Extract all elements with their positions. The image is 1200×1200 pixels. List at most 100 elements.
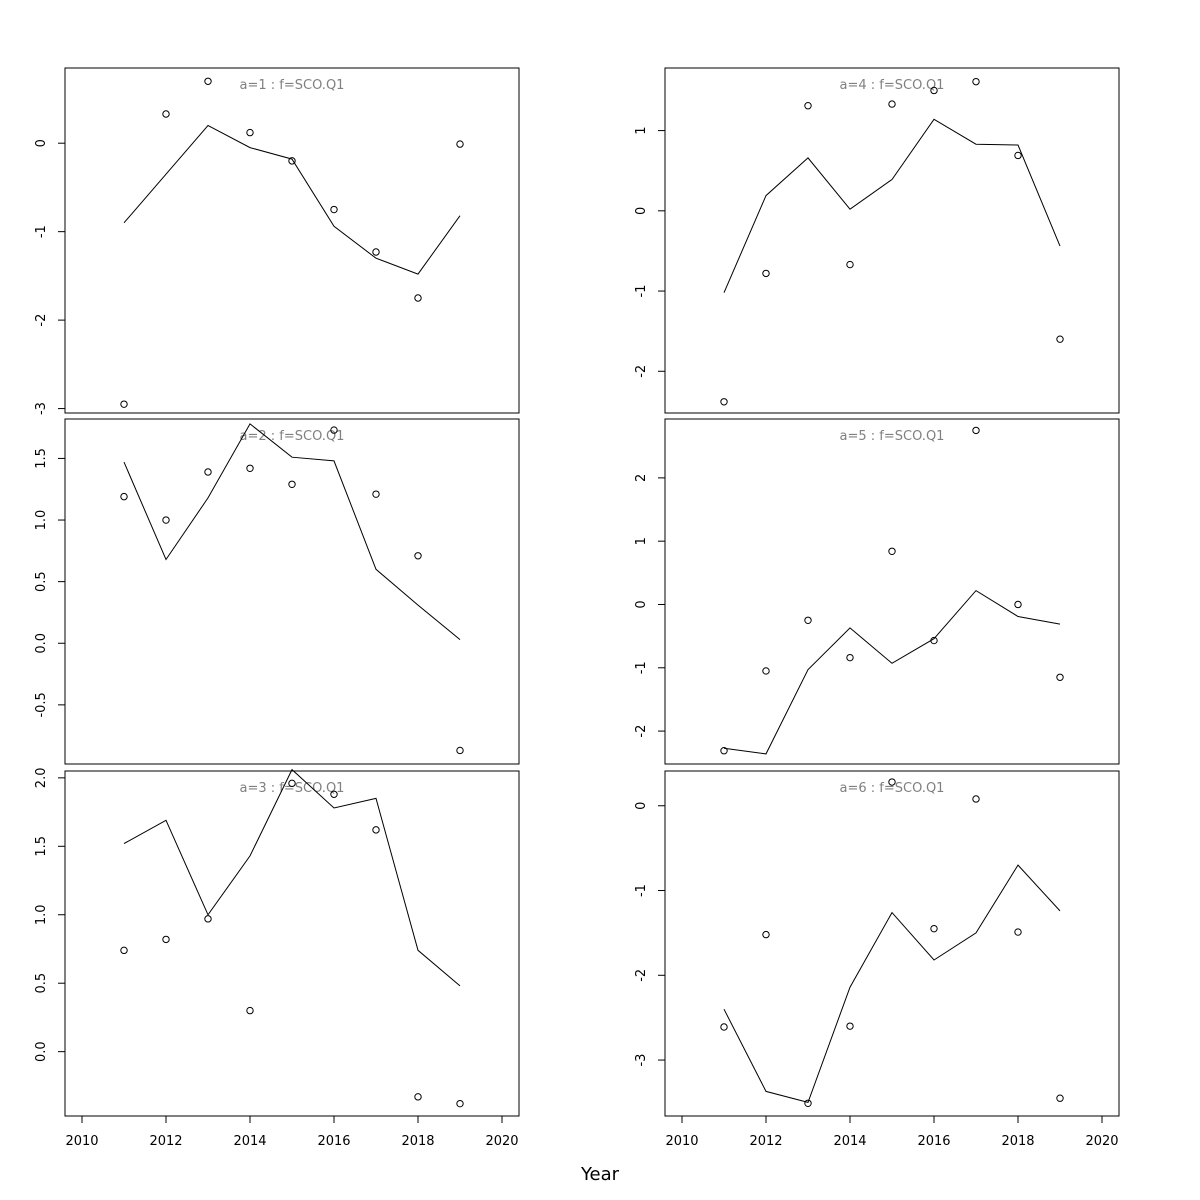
observed-point [930,924,938,933]
x-tick-label: 2016 [917,1134,950,1149]
observed-point [414,1093,422,1101]
observed-point [456,140,464,148]
y-tick-label: -1 [634,285,649,298]
observed-point [246,128,254,137]
observed-point [720,398,728,406]
observed-point [372,490,380,498]
y-tick-label: 0 [634,207,649,215]
observed-point [330,790,338,798]
x-tick-label: 2020 [485,1134,518,1149]
observed-point [888,778,896,786]
y-tick-label: -1 [634,661,649,674]
panel-title: a=6 : f=SCO.Q1 [840,781,945,796]
observed-point [204,915,212,923]
observed-point [972,426,980,435]
fitted-line [723,118,1061,293]
plot-frame [64,67,520,414]
y-tick-label: 0 [634,600,649,608]
y-tick-label: 2.0 [34,768,49,789]
observed-point [120,492,128,501]
observed-point [888,547,896,556]
plot-frame [664,418,1120,765]
y-tick-label: 0.5 [34,973,49,994]
observed-point [1014,151,1022,160]
x-tick-label: 2018 [1001,1134,1034,1149]
observed-point [972,795,980,803]
fitted-line [123,423,461,640]
y-tick-label: -2 [634,969,649,982]
y-tick-label: -3 [34,402,49,415]
observed-point [246,464,254,472]
observed-point [456,1099,464,1108]
x-tick-label: 2018 [401,1134,434,1149]
observed-point [888,100,896,108]
x-axis-title: Year [580,1164,620,1185]
observed-point [846,653,854,662]
observed-point [288,480,296,489]
y-tick-label: -2 [634,725,649,738]
observed-point [162,516,170,524]
observed-point [456,746,464,755]
observed-point [120,400,128,408]
observed-point [1056,1094,1064,1102]
panels-group: a=1 : f=SCO.Q1 -3 -2 -1 0 a=4 : f=SCO.Q1 -2 -1 0… [34,67,1120,1149]
y-tick-label: -2 [34,314,49,327]
panel-title: a=1 : f=SCO.Q1 [240,78,345,93]
observed-point [762,930,770,939]
observed-point [1014,600,1022,609]
panel-title: a=5 : f=SCO.Q1 [840,429,945,444]
y-tick-label: -1 [634,884,649,897]
observed-point [804,102,812,110]
x-tick-label: 2010 [65,1134,98,1149]
y-tick-label: -2 [634,365,649,378]
observed-point [930,636,938,645]
fitted-line [123,768,461,987]
y-tick-label: -1 [34,225,49,238]
observed-point [720,747,728,755]
observed-point [330,426,338,434]
observed-point [972,77,980,86]
y-tick-label: 2 [634,474,649,482]
observed-point [1056,335,1064,343]
fitted-line [723,589,1061,755]
x-tick-label: 2012 [749,1134,782,1149]
y-tick-label: 1.5 [34,448,49,469]
chart-panel: a=1 : f=SCO.Q1 -3 -2 -1 0 [34,67,520,415]
observed-point [846,260,854,269]
y-tick-label: 0.0 [34,1041,49,1062]
x-tick-label: 2014 [233,1134,266,1149]
observed-point [246,1006,254,1015]
observed-point [162,935,170,944]
observed-point [288,779,296,788]
panel-title: a=2 : f=SCO.Q1 [240,429,345,444]
observed-point [414,552,422,560]
chart-panel: a=6 : f=SCO.Q1 -3 -2 -1 0 2010 2012 2014 2016 201… [634,770,1120,1149]
x-tick-label: 2012 [149,1134,182,1149]
observed-point [204,77,212,85]
x-tick-label: 2020 [1085,1134,1118,1149]
chart-panel: a=4 : f=SCO.Q1 -2 -1 0 1 [634,67,1120,414]
y-tick-label: 1.0 [34,904,49,925]
observed-point [162,110,170,118]
x-tick-label: 2014 [833,1134,866,1149]
y-tick-label: 1 [634,537,649,545]
fitted-line [123,124,461,275]
chart-panel: a=5 : f=SCO.Q1 -2 -1 0 1 2 [634,418,1120,765]
observed-point [804,616,812,625]
y-tick-label: 1.0 [34,510,49,531]
observed-point [414,294,422,302]
plot-frame [664,67,1120,414]
plot-frame [64,770,520,1117]
x-tick-label: 2016 [317,1134,350,1149]
y-tick-label: 0 [34,139,49,147]
observed-point [1014,928,1022,936]
observed-point [204,468,212,476]
observed-point [1056,673,1064,681]
x-tick-label: 2010 [665,1134,698,1149]
observed-point [762,269,770,278]
chart-panel: a=3 : f=SCO.Q1 0.0 0.5 1.0 1.5 2.0 2010 2012 201… [34,768,520,1149]
observed-point [930,86,938,95]
observed-point [372,248,380,256]
y-tick-label: 1.5 [34,836,49,857]
observed-point [804,1099,812,1107]
